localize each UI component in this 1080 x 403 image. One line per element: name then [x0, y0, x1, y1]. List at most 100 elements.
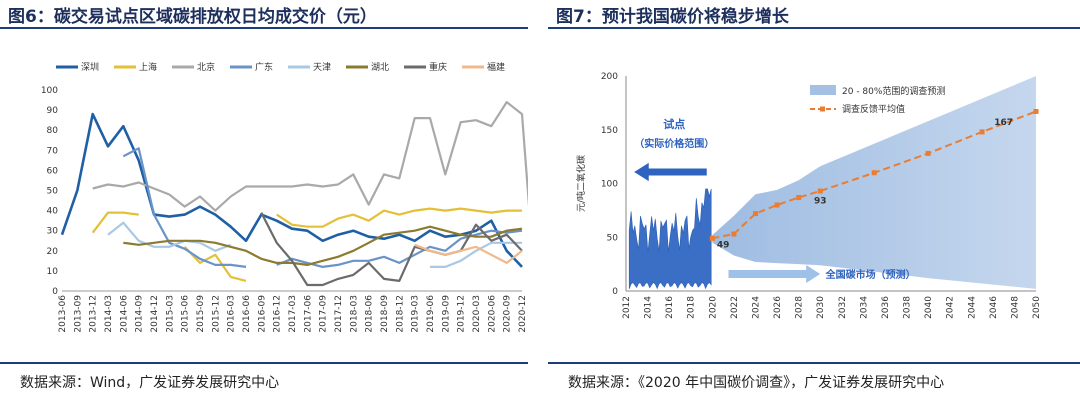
- x-tick-label: 2024: [751, 296, 761, 319]
- mean-forecast-marker: [752, 211, 758, 217]
- legend-label-7: 福建: [487, 61, 505, 73]
- legend-label-6: 重庆: [429, 61, 447, 73]
- legend-mean-marker: [820, 106, 825, 112]
- x-tick-label: 2018: [687, 296, 697, 319]
- legend-label-5: 湖北: [371, 62, 389, 73]
- x-tick-label: 2019-12: [457, 295, 467, 333]
- mean-forecast-marker: [1033, 108, 1039, 114]
- x-tick-label: 2032: [838, 296, 848, 319]
- point-value-label: 93: [814, 197, 827, 207]
- figure-7-title: 图7：预计我国碳价将稳步增长: [556, 7, 789, 27]
- x-tick-label: 2015-03: [165, 295, 175, 333]
- x-tick-label: 2018-12: [395, 295, 405, 333]
- forecast-band: [712, 76, 1036, 289]
- x-tick-label: 2050: [1032, 296, 1042, 319]
- y-tick-label: 90: [47, 106, 59, 116]
- x-tick-label: 2020-12: [518, 295, 528, 333]
- legend-mean-label: 调查反馈平均值: [842, 103, 905, 115]
- x-tick-label: 2020: [708, 296, 718, 319]
- x-tick-label: 2014-09: [135, 295, 145, 333]
- series-line-天津: [430, 241, 522, 268]
- y-tick-label: 40: [47, 207, 59, 217]
- mean-forecast-marker: [731, 231, 737, 237]
- mean-forecast-marker: [774, 202, 780, 208]
- x-tick-label: 2020-09: [503, 295, 513, 333]
- x-tick-label: 2019-03: [411, 295, 421, 333]
- national-market-arrow: [728, 265, 821, 283]
- series-line-重庆: [260, 212, 523, 287]
- series-line-上海: [91, 211, 139, 234]
- series-line-上海: [183, 246, 247, 282]
- x-tick-label: 2019-06: [426, 295, 436, 333]
- x-tick-label: 2017-06: [303, 295, 313, 333]
- x-tick-label: 2048: [1010, 296, 1020, 319]
- legend-label-1: 上海: [139, 61, 157, 73]
- x-tick-label: 2015-09: [196, 295, 206, 333]
- y-tick-label: 60: [47, 166, 59, 176]
- legend-label-4: 天津: [313, 62, 331, 73]
- y-tick-label: 0: [52, 287, 58, 297]
- y-tick-label: 200: [601, 72, 618, 82]
- x-tick-label: 2017-09: [319, 295, 329, 333]
- series-line-广东: [276, 229, 523, 268]
- x-tick-label: 2018-09: [380, 295, 390, 333]
- figure-7-panel: 图7：预计我国碳价将稳步增长 0 50 100 150 200 2012 2014 2016 2…: [548, 0, 1080, 403]
- carbon-price-forecast-chart: 0 50 100 150 200 2012 2014 2016 2018 2020 2022 2024…: [575, 72, 1042, 319]
- x-tick-label: 2018-03: [349, 295, 359, 333]
- series-line-福建: [414, 243, 523, 264]
- x-tick-label: 2022: [730, 296, 740, 319]
- x-tick-label: 2044: [967, 296, 977, 319]
- figure-6-title: 图6：碳交易试点区域碳排放权日均成交价（元）: [8, 7, 377, 27]
- series-line-深圳: [60, 112, 523, 268]
- figure-6-source: 数据来源：Wind，广发证券发展研究中心: [20, 375, 280, 391]
- mean-forecast-marker: [979, 129, 985, 135]
- mean-forecast-marker: [871, 170, 877, 176]
- x-tick-label: 2013-06: [58, 295, 68, 333]
- series-line-天津: [107, 221, 232, 252]
- legend-label-3: 广东: [255, 61, 273, 73]
- x-tick-label: 2012: [622, 296, 632, 319]
- x-tick-label: 2014-12: [150, 295, 160, 333]
- figure-7-top-rule: [548, 27, 1080, 29]
- x-tick-label: 2013-12: [89, 295, 99, 333]
- x-tick-label: 2016: [665, 296, 675, 319]
- x-tick-label: 2019-09: [441, 295, 451, 333]
- legend-label-2: 北京: [197, 61, 215, 73]
- carbon-price-line-chart: 深圳 上海 北京 广东 天津 湖北 重庆 福建 0 10 20 30 40 50 60 70 80 90 100 20…: [41, 61, 528, 333]
- x-tick-label: 2017-03: [288, 295, 298, 333]
- x-tick-label: 2038: [903, 296, 913, 319]
- legend-band-label: 20 - 80%范围的调查预测: [842, 85, 945, 97]
- pilot-sub-label: （实际价格范围）: [634, 137, 714, 150]
- series-line-上海: [276, 207, 522, 228]
- x-tick-label: 2046: [989, 296, 999, 319]
- x-tick-label: 2040: [924, 296, 934, 319]
- figure-6-bottom-rule: [0, 362, 528, 364]
- mean-forecast-marker: [817, 188, 823, 194]
- x-tick-label: 2042: [946, 296, 956, 319]
- x-tick-label: 2026: [773, 296, 783, 319]
- x-tick-label: 2036: [881, 296, 891, 319]
- y-tick-label: 150: [601, 126, 618, 136]
- y-tick-label: 20: [47, 247, 59, 257]
- x-tick-label: 2020-06: [487, 295, 497, 333]
- x-tick-label: 2016-06: [242, 295, 252, 333]
- pilot-arrow: [632, 161, 708, 183]
- y-tick-label: 100: [601, 180, 618, 190]
- x-tick-label: 2014-06: [119, 295, 129, 333]
- x-tick-label: 2014: [644, 296, 654, 319]
- x-tick-label: 2028: [795, 296, 805, 319]
- y-tick-label: 0: [612, 287, 618, 297]
- national-market-label: 全国碳市场（预测）: [825, 268, 916, 281]
- x-tick-label: 2030: [816, 296, 826, 319]
- x-tick-label: 2016-09: [257, 295, 267, 333]
- series-line-湖北: [123, 225, 523, 266]
- y-axis-title: 元/吨二氧化碳: [575, 155, 587, 212]
- legend-band-swatch: [810, 85, 836, 95]
- series-line-广东: [122, 147, 247, 268]
- x-tick-label: 2017-12: [334, 295, 344, 333]
- x-tick-label: 2014-03: [104, 295, 114, 333]
- x-tick-label: 2034: [859, 296, 869, 319]
- point-value-label: 49: [717, 241, 730, 251]
- y-tick-label: 30: [47, 227, 59, 237]
- x-tick-label: 2016-03: [227, 295, 237, 333]
